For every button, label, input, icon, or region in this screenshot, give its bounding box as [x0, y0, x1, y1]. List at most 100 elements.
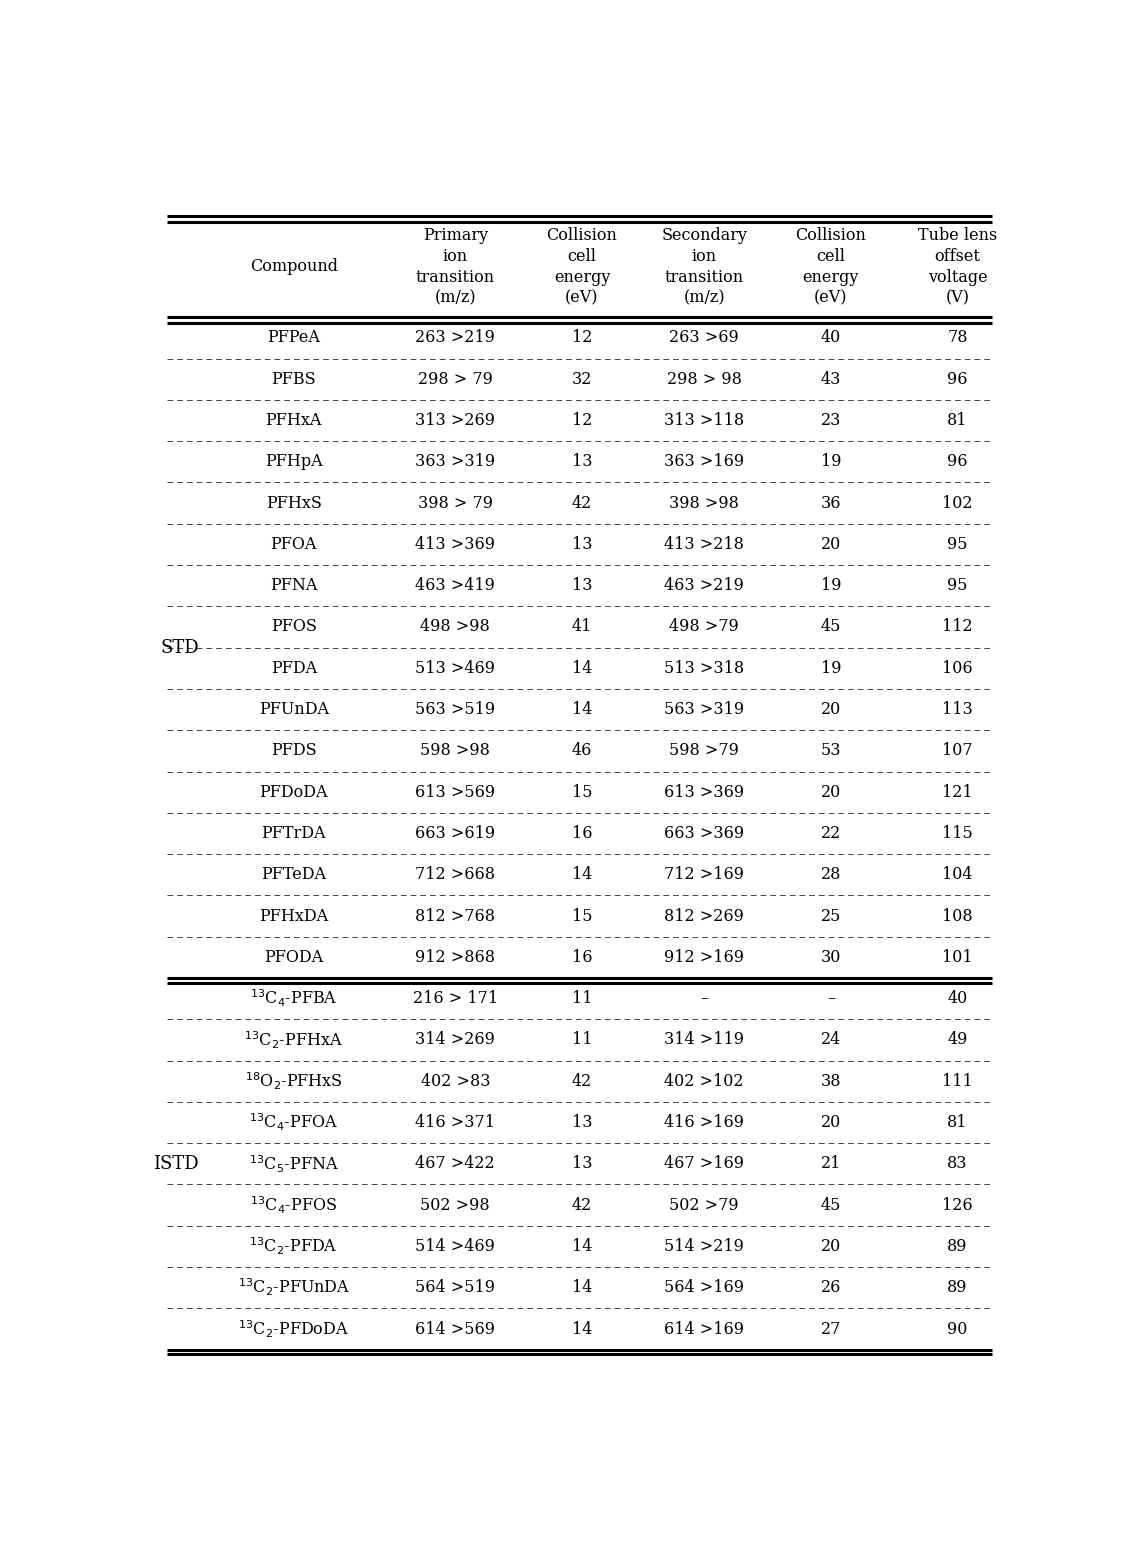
Text: 81: 81: [948, 1114, 968, 1132]
Text: 20: 20: [820, 1114, 841, 1132]
Text: 13: 13: [571, 453, 592, 470]
Text: 14: 14: [571, 660, 592, 677]
Text: 467 >422: 467 >422: [416, 1155, 495, 1172]
Text: PFBS: PFBS: [272, 370, 316, 388]
Text: 38: 38: [820, 1073, 841, 1090]
Text: PFOS: PFOS: [270, 618, 317, 636]
Text: 564 >519: 564 >519: [416, 1279, 495, 1296]
Text: 11: 11: [571, 990, 592, 1008]
Text: 416 >371: 416 >371: [416, 1114, 495, 1132]
Text: 108: 108: [942, 908, 973, 924]
Text: $^{13}$C$_2$-PFDA: $^{13}$C$_2$-PFDA: [249, 1235, 338, 1257]
Text: 106: 106: [942, 660, 973, 677]
Text: $^{13}$C$_4$-PFBA: $^{13}$C$_4$-PFBA: [250, 987, 337, 1009]
Text: 83: 83: [948, 1155, 968, 1172]
Text: 498 >79: 498 >79: [669, 618, 739, 636]
Text: Compound: Compound: [250, 257, 338, 274]
Text: 13: 13: [571, 1155, 592, 1172]
Text: $^{13}$C$_2$-PFHxA: $^{13}$C$_2$-PFHxA: [245, 1029, 343, 1051]
Text: 14: 14: [571, 1279, 592, 1296]
Text: 467 >169: 467 >169: [664, 1155, 744, 1172]
Text: 598 >79: 598 >79: [669, 742, 739, 760]
Text: $^{13}$C$_4$-PFOA: $^{13}$C$_4$-PFOA: [249, 1111, 338, 1133]
Text: 27: 27: [820, 1321, 841, 1338]
Text: $^{13}$C$_5$-PFNA: $^{13}$C$_5$-PFNA: [249, 1153, 338, 1175]
Text: PFOA: PFOA: [270, 536, 317, 553]
Text: 25: 25: [820, 908, 841, 924]
Text: 81: 81: [948, 412, 968, 429]
Text: $^{13}$C$_2$-PFDoDA: $^{13}$C$_2$-PFDoDA: [238, 1319, 349, 1339]
Text: 314 >269: 314 >269: [416, 1031, 495, 1048]
Text: 78: 78: [948, 330, 968, 347]
Text: Secondary
ion
transition
(m/z): Secondary ion transition (m/z): [662, 226, 747, 307]
Text: 19: 19: [820, 660, 841, 677]
Text: PFHxDA: PFHxDA: [259, 908, 328, 924]
Text: 89: 89: [948, 1238, 968, 1256]
Text: 313 >118: 313 >118: [664, 412, 744, 429]
Text: 463 >219: 463 >219: [664, 577, 744, 594]
Text: PFPeA: PFPeA: [267, 330, 320, 347]
Text: Primary
ion
transition
(m/z): Primary ion transition (m/z): [416, 226, 495, 307]
Text: 513 >469: 513 >469: [416, 660, 495, 677]
Text: 11: 11: [571, 1031, 592, 1048]
Text: 502 >98: 502 >98: [420, 1197, 490, 1214]
Text: 115: 115: [942, 825, 973, 842]
Text: 42: 42: [571, 494, 592, 512]
Text: 12: 12: [571, 412, 592, 429]
Text: PFTrDA: PFTrDA: [261, 825, 326, 842]
Text: 812 >269: 812 >269: [664, 908, 744, 924]
Text: 912 >169: 912 >169: [664, 949, 744, 966]
Text: 101: 101: [942, 949, 973, 966]
Text: 263 >219: 263 >219: [416, 330, 495, 347]
Text: 13: 13: [571, 577, 592, 594]
Text: PFHxS: PFHxS: [266, 494, 321, 512]
Text: 398 > 79: 398 > 79: [418, 494, 492, 512]
Text: 14: 14: [571, 1321, 592, 1338]
Text: 513 >318: 513 >318: [664, 660, 744, 677]
Text: $^{13}$C$_4$-PFOS: $^{13}$C$_4$-PFOS: [250, 1195, 337, 1215]
Text: 102: 102: [942, 494, 973, 512]
Text: 42: 42: [571, 1197, 592, 1214]
Text: 416 >169: 416 >169: [664, 1114, 744, 1132]
Text: 14: 14: [571, 1238, 592, 1256]
Text: 514 >219: 514 >219: [664, 1238, 744, 1256]
Text: 90: 90: [948, 1321, 968, 1338]
Text: 36: 36: [820, 494, 841, 512]
Text: 111: 111: [942, 1073, 973, 1090]
Text: PFNA: PFNA: [270, 577, 318, 594]
Text: 363 >319: 363 >319: [415, 453, 496, 470]
Text: 21: 21: [820, 1155, 841, 1172]
Text: 216 > 171: 216 > 171: [412, 990, 498, 1008]
Text: 14: 14: [571, 701, 592, 718]
Text: 40: 40: [820, 330, 841, 347]
Text: PFDoDA: PFDoDA: [259, 784, 328, 801]
Text: Collision
cell
energy
(eV): Collision cell energy (eV): [796, 226, 867, 307]
Text: 15: 15: [571, 784, 592, 801]
Text: 40: 40: [948, 990, 968, 1008]
Text: 614 >169: 614 >169: [664, 1321, 744, 1338]
Text: 613 >369: 613 >369: [664, 784, 744, 801]
Text: 53: 53: [820, 742, 841, 760]
Text: 298 > 79: 298 > 79: [418, 370, 492, 388]
Text: 20: 20: [820, 701, 841, 718]
Text: 20: 20: [820, 784, 841, 801]
Text: 30: 30: [820, 949, 841, 966]
Text: 32: 32: [571, 370, 592, 388]
Text: 313 >269: 313 >269: [416, 412, 495, 429]
Text: 363 >169: 363 >169: [664, 453, 744, 470]
Text: 19: 19: [820, 453, 841, 470]
Text: 126: 126: [942, 1197, 973, 1214]
Text: 89: 89: [948, 1279, 968, 1296]
Text: 912 >868: 912 >868: [416, 949, 495, 966]
Text: 121: 121: [942, 784, 973, 801]
Text: $^{18}$O$_2$-PFHxS: $^{18}$O$_2$-PFHxS: [245, 1071, 343, 1091]
Text: 14: 14: [571, 866, 592, 883]
Text: 46: 46: [571, 742, 592, 760]
Text: 463 >419: 463 >419: [416, 577, 495, 594]
Text: PFODA: PFODA: [264, 949, 323, 966]
Text: 45: 45: [820, 618, 841, 636]
Text: 402 >102: 402 >102: [665, 1073, 744, 1090]
Text: PFDA: PFDA: [270, 660, 317, 677]
Text: 613 >569: 613 >569: [415, 784, 496, 801]
Text: PFUnDA: PFUnDA: [259, 701, 329, 718]
